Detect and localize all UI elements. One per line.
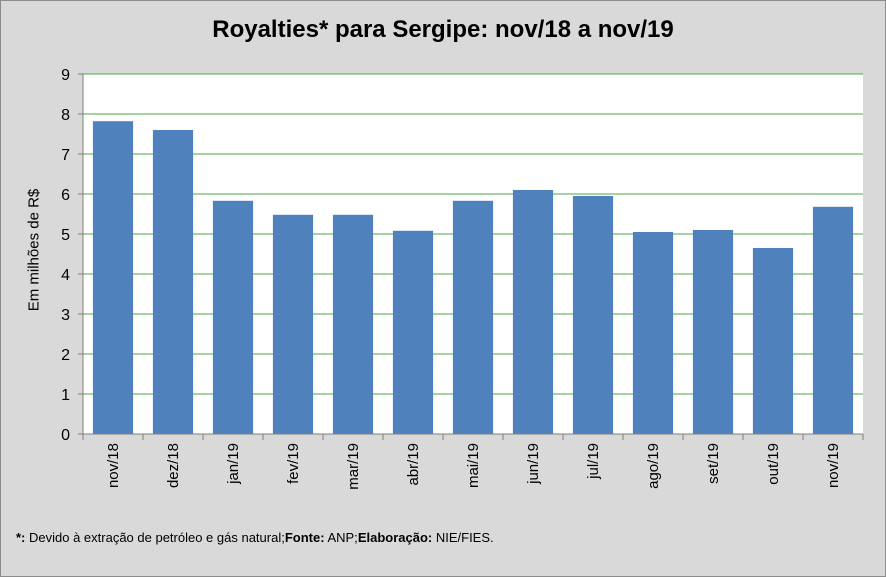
y-tick-label: 9 [61,67,70,84]
x-tick-label: dez/18 [165,443,182,488]
bar [392,230,434,434]
bar [92,121,134,434]
bar [692,230,734,434]
y-tick-label: 2 [61,347,70,364]
bar [632,232,674,434]
footnote-credit: NIE/FIES. [432,530,494,545]
bar [152,130,194,434]
x-tick-label: jul/19 [585,443,602,480]
bar [752,248,794,434]
bar [332,214,374,434]
x-tick-label: nov/18 [105,443,122,488]
bar [512,190,554,434]
bar [572,196,614,434]
y-tick-label: 1 [61,387,70,404]
y-tick-label: 7 [61,147,70,164]
y-tick-label: 8 [61,107,70,124]
y-tick-label: 0 [61,427,70,444]
footnote-source: ANP; [324,530,358,545]
x-tick-label: fev/19 [285,443,302,484]
x-tick-label: jan/19 [225,443,242,485]
x-tick-label: mar/19 [345,443,362,490]
y-tick-label: 3 [61,307,70,324]
footnote-source-label: Fonte: [284,530,325,545]
x-tick-label: jun/19 [525,443,542,485]
bar [212,200,254,434]
footnote-marker: *: [16,530,26,545]
y-tick-label: 5 [61,227,70,244]
bar [812,206,854,434]
x-tick-label: set/19 [705,443,722,484]
chart-title: Royalties* para Sergipe: nov/18 a nov/19 [212,16,674,43]
footnote-note: Devido à extração de petróleo e gás natu… [25,530,285,545]
x-tick-label: abr/19 [405,443,422,486]
bar [272,214,314,434]
y-tick-label: 4 [61,267,70,284]
bar [452,200,494,434]
footnote-credit-label: Elaboração: [357,530,433,545]
x-tick-label: ago/19 [645,443,662,489]
x-tick-label: nov/19 [825,443,842,488]
x-tick-label: out/19 [765,443,782,485]
y-tick-label: 6 [61,187,70,204]
x-tick-label: mai/19 [465,443,482,488]
footnote: *: Devido à extração de petróleo e gás n… [16,530,494,545]
